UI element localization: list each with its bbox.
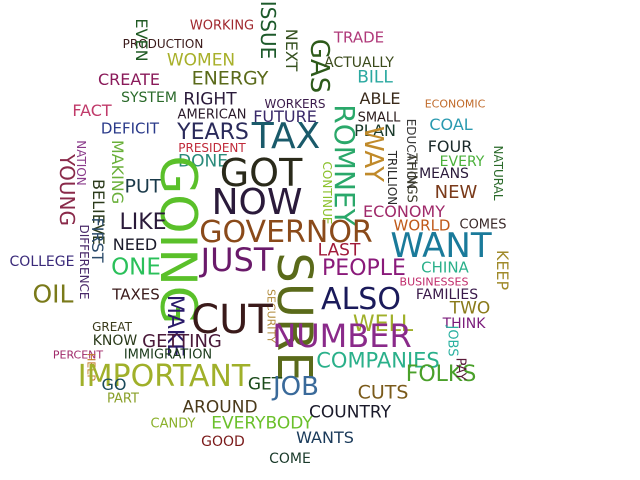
word-four: FOUR — [427, 137, 473, 156]
word-just: JUST — [200, 241, 274, 279]
word-around: AROUND — [182, 397, 258, 418]
word-every: EVERY — [439, 154, 485, 170]
word-new: NEW — [434, 182, 478, 203]
word-working: WORKING — [189, 18, 255, 34]
word-governor: GOVERNOR — [199, 215, 373, 250]
word-people: PEOPLE — [322, 256, 406, 281]
word-even: EVEN — [132, 18, 151, 62]
word-need: NEED — [112, 235, 158, 254]
word-energy: ENERGY — [191, 67, 269, 90]
word-get: GET — [247, 374, 283, 395]
word-done: DONE — [178, 151, 228, 172]
word-way: WAY — [358, 126, 388, 182]
word-got: GOT — [219, 151, 303, 195]
word-american: AMERICAN — [177, 107, 247, 123]
word-making: MAKING — [108, 139, 127, 205]
word-keep: KEEP — [493, 249, 512, 291]
word-future: FUTURE — [253, 107, 317, 126]
word-go: GO — [101, 375, 127, 394]
word-issue: ISSUE — [256, 0, 280, 60]
word-years: YEARS — [177, 120, 249, 145]
word-pay: PAY — [452, 357, 468, 381]
word-important: IMPORTANT — [77, 359, 251, 394]
word-like: LIKE — [119, 210, 167, 235]
word-come: COME — [269, 451, 311, 467]
word-young: YOUNG — [55, 154, 79, 226]
word-jobs: JOBS — [444, 325, 460, 357]
word-put: PUT — [124, 175, 162, 198]
word-comes: COMES — [459, 217, 507, 233]
word-system: SYSTEM — [121, 90, 177, 106]
word-job: JOB — [273, 372, 319, 402]
word-natural: NATURAL — [491, 145, 505, 201]
word-folks: FOLKS — [405, 362, 477, 387]
word-bill: BILL — [357, 67, 393, 88]
word-trade: TRADE — [333, 28, 385, 47]
word-want: WANT — [390, 226, 492, 266]
word-first: FIRST — [88, 217, 107, 263]
word-romney: ROMNEY — [328, 104, 361, 226]
word-president: PRESIDENT — [178, 141, 246, 155]
word-think: THINK — [442, 316, 486, 332]
word-actually: ACTUALLY — [324, 55, 394, 71]
word-able: ABLE — [359, 89, 401, 108]
word-next: NEXT — [282, 28, 301, 72]
word-good: GOOD — [201, 434, 245, 450]
word-oil: OIL — [32, 279, 74, 309]
word-also: ALSO — [321, 282, 401, 317]
word-deficit: DEFICIT — [100, 119, 160, 138]
word-trillion: TRILLION — [385, 150, 399, 206]
word-china: CHINA — [421, 258, 469, 277]
word-businesses: BUSINESSES — [399, 275, 469, 289]
word-cuts: CUTS — [357, 381, 409, 404]
word-cut: CUT — [191, 297, 273, 343]
word-companies: COMPANIES — [316, 348, 440, 373]
word-create: CREATE — [98, 70, 160, 89]
word-now: NOW — [211, 182, 303, 223]
word-right: RIGHT — [183, 89, 237, 110]
word-know: KNOW — [92, 333, 138, 349]
word-college: COLLEGE — [9, 254, 75, 270]
word-fact: FACT — [72, 101, 112, 120]
word-production: PRODUCTION — [122, 37, 204, 51]
word-great: GREAT — [92, 320, 132, 334]
word-women: WOMEN — [166, 50, 236, 71]
word-families: FAMILIES — [415, 287, 479, 303]
word-country: COUNTRY — [309, 402, 391, 423]
word-small: SMALL — [357, 110, 401, 126]
word-coal: COAL — [429, 115, 473, 134]
word-economy: ECONOMY — [362, 202, 446, 221]
word-getting: GETTING — [142, 331, 222, 352]
word-plan: PLAN — [354, 121, 396, 140]
word-number: NUMBER — [272, 317, 412, 355]
word-workers: WORKERS — [264, 97, 326, 111]
word-percent: PERCENT — [52, 348, 104, 362]
word-last: LAST — [317, 240, 361, 261]
word-things: THINGS — [403, 153, 419, 203]
word-candy: CANDY — [150, 416, 196, 432]
word-immigration: IMMIGRATION — [123, 347, 213, 363]
word-tax: TAX — [251, 116, 321, 157]
word-difference: DIFFERENCE — [77, 224, 91, 300]
word-world: WORLD — [393, 216, 451, 235]
word-part: PART — [107, 391, 139, 407]
word-two: TWO — [449, 298, 491, 319]
word-economic: ECONOMIC — [424, 97, 486, 111]
word-one: ONE — [111, 254, 161, 281]
word-everybody: EVERYBODY — [211, 413, 313, 434]
word-means: MEANS — [419, 166, 469, 182]
word-taxes: TAXES — [112, 285, 160, 304]
word-well: WELL — [352, 312, 414, 337]
word-wants: WANTS — [296, 428, 354, 447]
